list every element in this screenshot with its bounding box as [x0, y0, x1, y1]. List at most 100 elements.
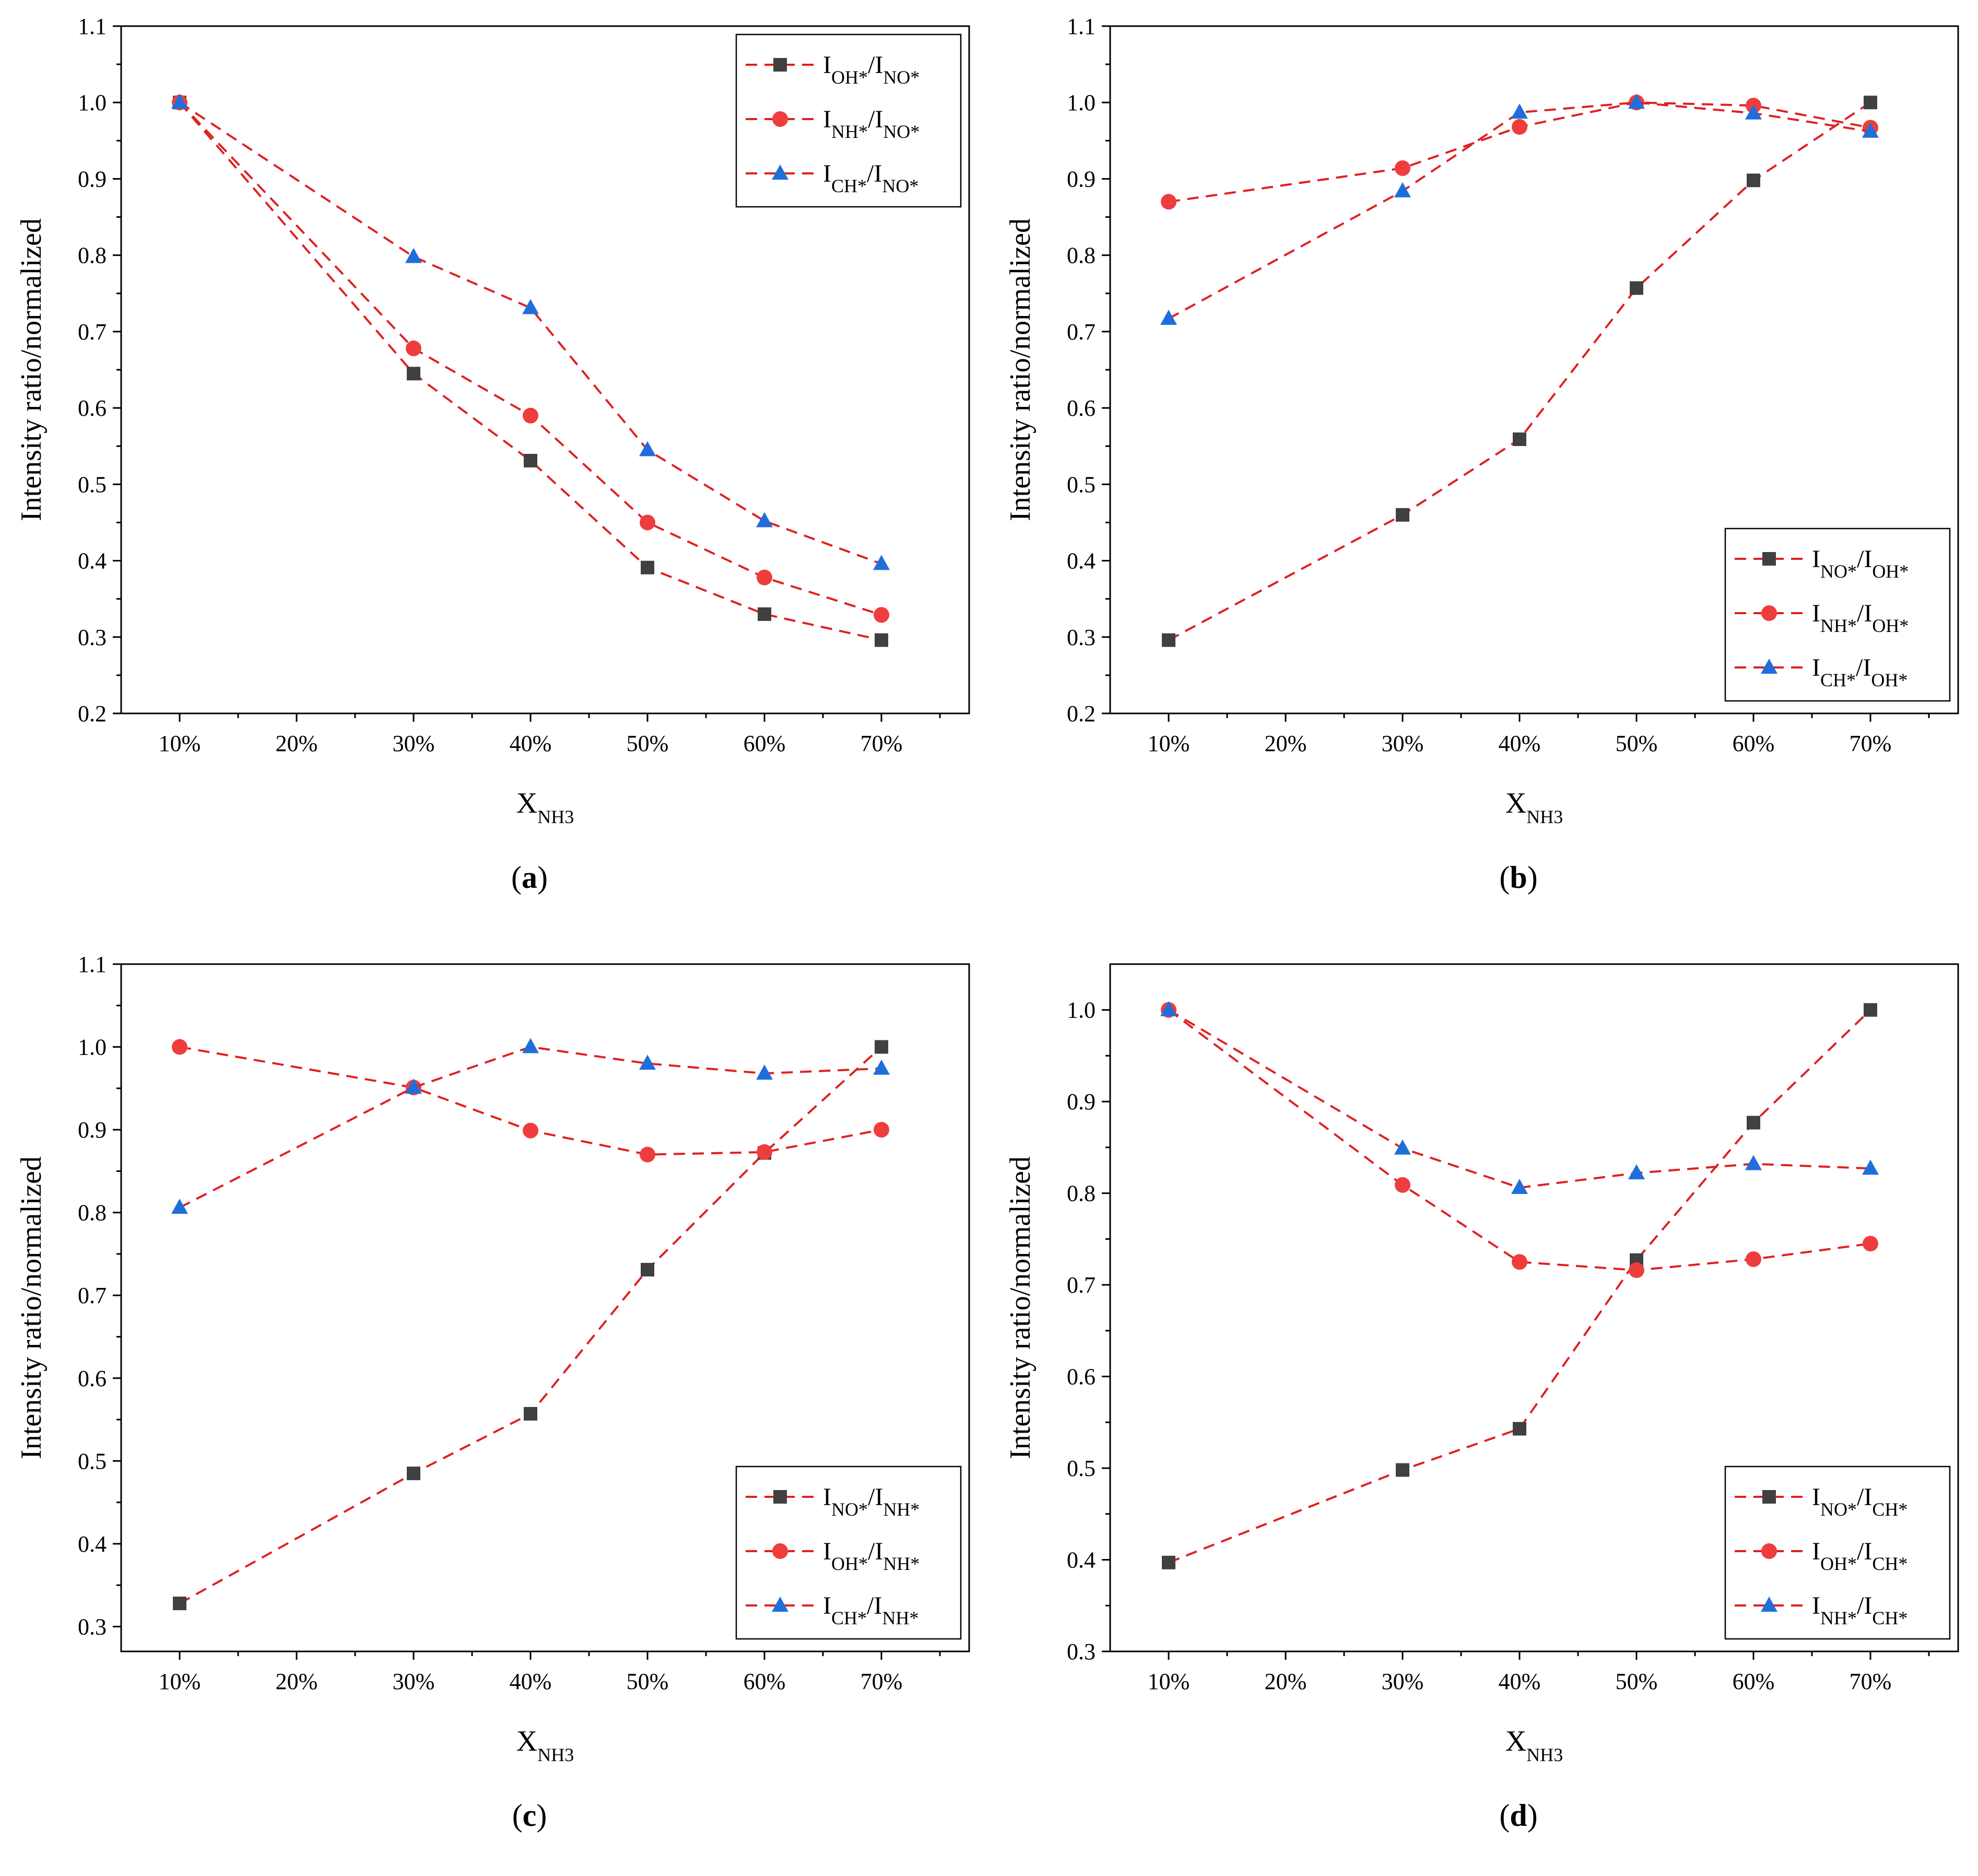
- legend-label: INO*/IOH*: [1812, 545, 1909, 582]
- data-point-square: [524, 454, 537, 468]
- y-tick-label: 0.9: [78, 166, 107, 192]
- data-point-square: [1162, 633, 1175, 647]
- series-line-triangle: [179, 1046, 882, 1209]
- data-point-square: [173, 1597, 186, 1611]
- data-point-triangle: [405, 1078, 422, 1094]
- x-tick-label: 50%: [627, 1669, 669, 1694]
- x-tick-label: 30%: [393, 1669, 435, 1694]
- y-tick-label: 0.9: [1067, 166, 1096, 192]
- data-point-square: [524, 1406, 537, 1421]
- y-tick-label: 0.9: [78, 1117, 107, 1143]
- legend-marker-square: [1762, 1490, 1776, 1504]
- data-point-square: [875, 1040, 888, 1054]
- legend-label: IOH*/INO*: [823, 51, 920, 88]
- x-tick-label: 40%: [1499, 1669, 1541, 1694]
- chart-panel-a: 0.2 0.3 0.4 0.5 0.6 0.7 0.8 0.9 1.0 1.1 10% 20% 30% 4…: [0, 0, 989, 938]
- legend-label: INH*/IOH*: [1812, 600, 1909, 636]
- legend-label: IOH*/ICH*: [1812, 1538, 1908, 1574]
- y-tick-label: 0.6: [1067, 1364, 1096, 1390]
- x-axis-title: XNH3: [516, 787, 574, 827]
- y-tick-label: 1.1: [1067, 14, 1096, 39]
- x-tick-label: 60%: [1733, 731, 1775, 756]
- x-tick-label: 10%: [159, 1669, 201, 1694]
- x-tick-label: 50%: [1616, 731, 1658, 756]
- y-tick-label: 0.5: [78, 472, 107, 497]
- legend-marker-triangle: [772, 165, 788, 180]
- y-axis-title: Intensity ratio/normalized: [15, 1156, 48, 1459]
- chart-svg-b: 0.2 0.3 0.4 0.5 0.6 0.7 0.8 0.9 1.0 1.1 10% 20% 30% 4…: [1004, 14, 1959, 895]
- y-tick-label: 0.3: [1067, 625, 1096, 650]
- data-point-circle: [172, 1039, 187, 1055]
- data-point-circle: [523, 407, 538, 424]
- x-tick-label: 50%: [1616, 1669, 1658, 1694]
- panel-caption: (a): [511, 860, 548, 895]
- data-point-square: [641, 560, 654, 574]
- data-point-circle: [1629, 1262, 1644, 1279]
- x-tick-label: 20%: [276, 1669, 318, 1694]
- x-tick-label: 20%: [276, 731, 318, 756]
- y-tick-label: 0.5: [78, 1448, 107, 1474]
- legend-marker-circle: [1761, 1543, 1777, 1559]
- x-tick-label: 10%: [1148, 1669, 1190, 1694]
- data-point-square: [407, 367, 420, 381]
- data-point-triangle: [1862, 122, 1879, 138]
- legend-marker-square: [773, 58, 787, 72]
- legend-label: INO*/INH*: [823, 1483, 920, 1520]
- y-tick-label: 0.5: [1067, 1456, 1096, 1481]
- y-tick-label: 0.9: [1067, 1089, 1096, 1115]
- series-line-triangle: [1168, 1009, 1871, 1189]
- series-line-square: [179, 101, 882, 641]
- y-tick-label: 0.6: [78, 1366, 107, 1391]
- data-point-circle: [757, 1144, 772, 1160]
- y-tick-label: 1.0: [78, 90, 107, 115]
- data-point-triangle: [1511, 103, 1528, 119]
- chart-panel-c: 0.3 0.4 0.5 0.6 0.7 0.8 0.9 1.0 1.1 10% 20% 30% 40% 5…: [0, 938, 989, 1876]
- y-tick-label: 0.7: [1067, 319, 1096, 345]
- legend-label: ICH*/INO*: [823, 160, 919, 196]
- series-line-square: [1168, 1009, 1871, 1564]
- data-point-square: [875, 633, 888, 647]
- legend-marker-circle: [772, 1543, 788, 1559]
- legend-marker-triangle: [1761, 1597, 1777, 1612]
- data-point-circle: [1746, 1251, 1761, 1268]
- x-axis-title: XNH3: [516, 1725, 574, 1765]
- y-tick-label: 0.4: [1067, 1547, 1096, 1573]
- chart-svg-c: 0.3 0.4 0.5 0.6 0.7 0.8 0.9 1.0 1.1 10% 20% 30% 40% 5…: [15, 952, 970, 1833]
- panel-caption: (b): [1499, 860, 1537, 895]
- x-tick-label: 70%: [861, 731, 903, 756]
- data-point-square: [1864, 96, 1877, 110]
- x-axis-title: XNH3: [1505, 1725, 1563, 1765]
- legend-marker-square: [1762, 552, 1776, 566]
- data-point-triangle: [756, 1064, 773, 1080]
- data-point-circle: [640, 1146, 655, 1163]
- y-tick-label: 0.3: [1067, 1639, 1096, 1664]
- legend-marker-triangle: [1761, 659, 1777, 674]
- data-point-triangle: [1394, 182, 1411, 197]
- data-point-square: [641, 1263, 654, 1277]
- y-tick-label: 0.6: [78, 395, 107, 421]
- series-line-square: [1168, 101, 1871, 641]
- data-point-triangle: [756, 512, 773, 527]
- x-axis-title: XNH3: [1505, 787, 1563, 827]
- y-tick-label: 0.4: [78, 548, 107, 574]
- plot-frame: [120, 963, 970, 1652]
- data-point-square: [1864, 1003, 1877, 1017]
- chart-panel-d: 0.3 0.4 0.5 0.6 0.7 0.8 0.9 1.0 10% 20% 30% 40% 50% 6…: [989, 938, 1978, 1876]
- data-point-square: [1396, 1463, 1409, 1477]
- panel-caption: (d): [1499, 1798, 1537, 1833]
- data-point-circle: [1863, 1236, 1878, 1252]
- x-tick-label: 10%: [1148, 731, 1190, 756]
- data-point-circle: [406, 341, 421, 357]
- data-point-triangle: [1628, 1164, 1645, 1180]
- legend-label: INH*/INO*: [823, 105, 920, 142]
- y-tick-label: 0.8: [1067, 243, 1096, 268]
- x-tick-label: 30%: [1382, 731, 1424, 756]
- y-tick-label: 1.1: [78, 14, 107, 39]
- y-tick-label: 0.7: [78, 1283, 107, 1308]
- data-point-circle: [1512, 119, 1527, 135]
- data-point-square: [1747, 173, 1760, 187]
- data-point-triangle: [1862, 1159, 1879, 1175]
- legend-label: INH*/ICH*: [1812, 1592, 1908, 1628]
- data-point-triangle: [1394, 1139, 1411, 1155]
- panel-caption: (c): [512, 1798, 547, 1833]
